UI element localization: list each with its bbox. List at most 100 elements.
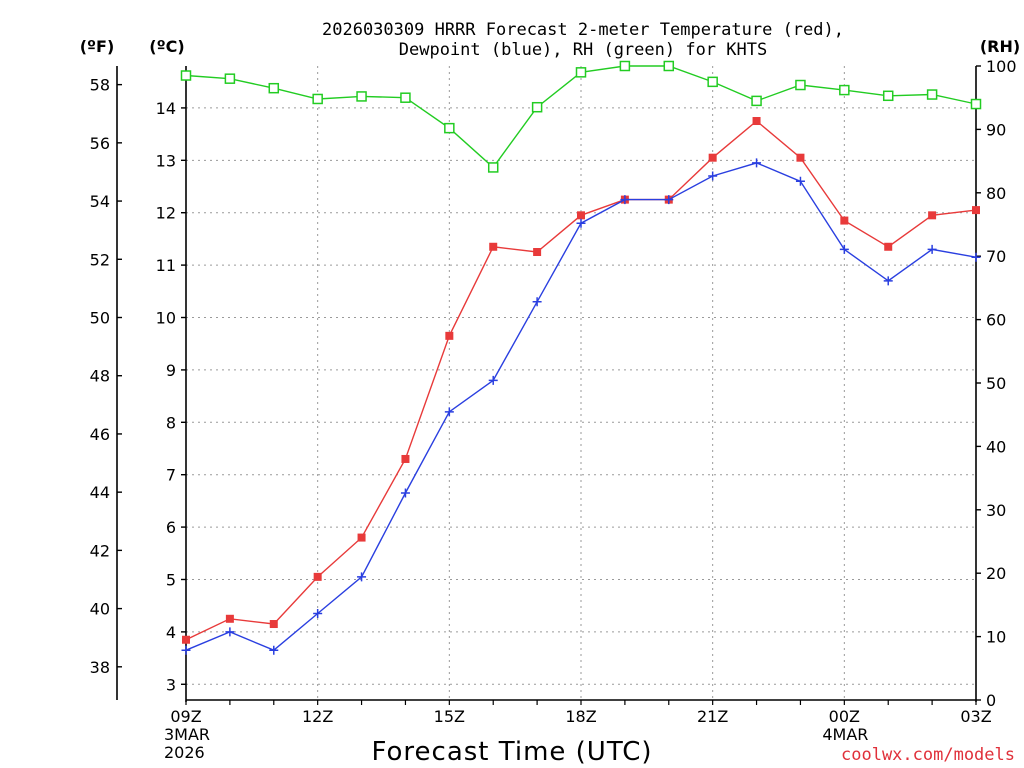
rh-unit-label: (RH) [980,37,1020,56]
dewpoint-point [620,195,630,205]
rh-point [926,89,938,100]
dewpoint-point [444,407,454,417]
rh-tick-label: 40 [986,437,1006,456]
rh-point [663,60,675,72]
celsius-tick-label: 6 [166,518,176,537]
rh-point [707,76,718,88]
rh-tick-label: 70 [986,247,1006,266]
rh-tick-label: 90 [986,120,1006,139]
dewpoint-point [400,488,410,498]
celsius-tick-label: 14 [156,99,176,118]
fahrenheit-tick-label: 46 [90,425,110,444]
chart-title-line2: Dewpoint (blue), RH (green) for KHTS [399,40,767,60]
rh-point [839,84,850,96]
celsius-tick-label: 8 [166,413,176,432]
data-series [180,60,982,655]
fahrenheit-tick-label: 48 [90,367,110,386]
dewpoint-point [313,609,323,619]
rh-tick-label: 60 [986,311,1006,330]
temperature-point [225,614,234,623]
temperature-point [445,331,454,340]
temperature-point [840,216,849,225]
x-date-label: 3MAR [164,725,210,744]
celsius-unit-label: (ºC) [149,37,184,56]
source-credit: coolwx.com/models [841,745,1015,765]
x-tick-label: 15Z [434,707,465,726]
temperature-point [796,153,805,162]
temperature-point [533,248,542,257]
dewpoint-point [576,218,586,228]
x-year-label: 2026 [164,743,205,762]
fahrenheit-tick-label: 54 [90,192,110,211]
fahrenheit-tick-label: 50 [90,309,110,328]
fahrenheit-tick-label: 38 [90,658,110,677]
dewpoint-point [708,171,718,181]
rh-tick-label: 30 [986,501,1006,520]
rh-point [268,82,280,94]
fahrenheit-tick-label: 42 [90,541,110,560]
temperature-point [972,206,980,215]
dewpoint-point [664,195,674,205]
temperature-point [269,620,278,629]
temperature-point [708,153,717,162]
temperature-point [401,454,410,463]
temperature-point [884,242,893,251]
celsius-tick-label: 12 [156,204,176,223]
rh-tick-label: 0 [986,691,996,710]
x-tick-label: 03Z [960,707,991,726]
dewpoint-point [181,645,191,655]
dewpoint-point [795,176,805,186]
rh-point [882,90,894,102]
rh-point [531,101,543,113]
rh-point [751,95,762,107]
celsius-tick-label: 10 [156,309,176,328]
x-tick-label: 18Z [565,707,596,726]
rh-point [795,79,806,91]
celsius-tick-label: 13 [156,151,176,170]
fahrenheit-unit-label: (ºF) [80,37,115,56]
rh-tick-label: 50 [986,374,1006,393]
x-date-label: 4MAR [822,725,868,744]
dewpoint-point [357,572,367,582]
dewpoint-point [488,375,498,385]
dewpoint-point [532,297,542,307]
rh-point [487,162,499,173]
chart-title-line1: 2026030309 HRRR Forecast 2-meter Tempera… [322,20,844,40]
axes: 3456789101112131438404244464850525456580… [90,57,1017,710]
rh-point [400,92,411,103]
x-tick-label: 09Z [170,707,201,726]
temperature-point [489,242,498,251]
dewpoint-point [752,158,762,168]
rh-tick-label: 20 [986,564,1006,583]
x-axis-label: Forecast Time (UTC) [371,737,652,767]
rh-tick-label: 80 [986,184,1006,203]
x-tick-label: 12Z [302,707,333,726]
temperature-point [357,533,366,542]
dewpoint-point [971,252,981,262]
rh-tick-label: 10 [986,628,1006,647]
celsius-tick-label: 4 [166,623,176,642]
dewpoint-point [225,627,235,637]
temperature-point [313,572,322,581]
x-tick-label: 21Z [697,707,728,726]
celsius-tick-label: 11 [156,256,176,275]
dewpoint-point [927,244,937,254]
rh-point [224,73,236,84]
fahrenheit-tick-label: 44 [90,483,110,502]
x-tick-label: 00Z [829,707,860,726]
temperature-point [182,635,190,644]
rh-point [444,122,455,134]
rh-point [619,60,631,72]
temperature-point [928,211,937,220]
celsius-tick-label: 9 [166,361,176,380]
rh-point [575,67,587,78]
fahrenheit-tick-label: 40 [90,600,110,619]
rh-line [185,65,977,169]
temperature-point [577,211,585,220]
fahrenheit-tick-label: 58 [90,76,110,95]
rh-point [356,91,367,102]
celsius-tick-label: 5 [166,570,176,589]
dewpoint-point [883,276,893,286]
